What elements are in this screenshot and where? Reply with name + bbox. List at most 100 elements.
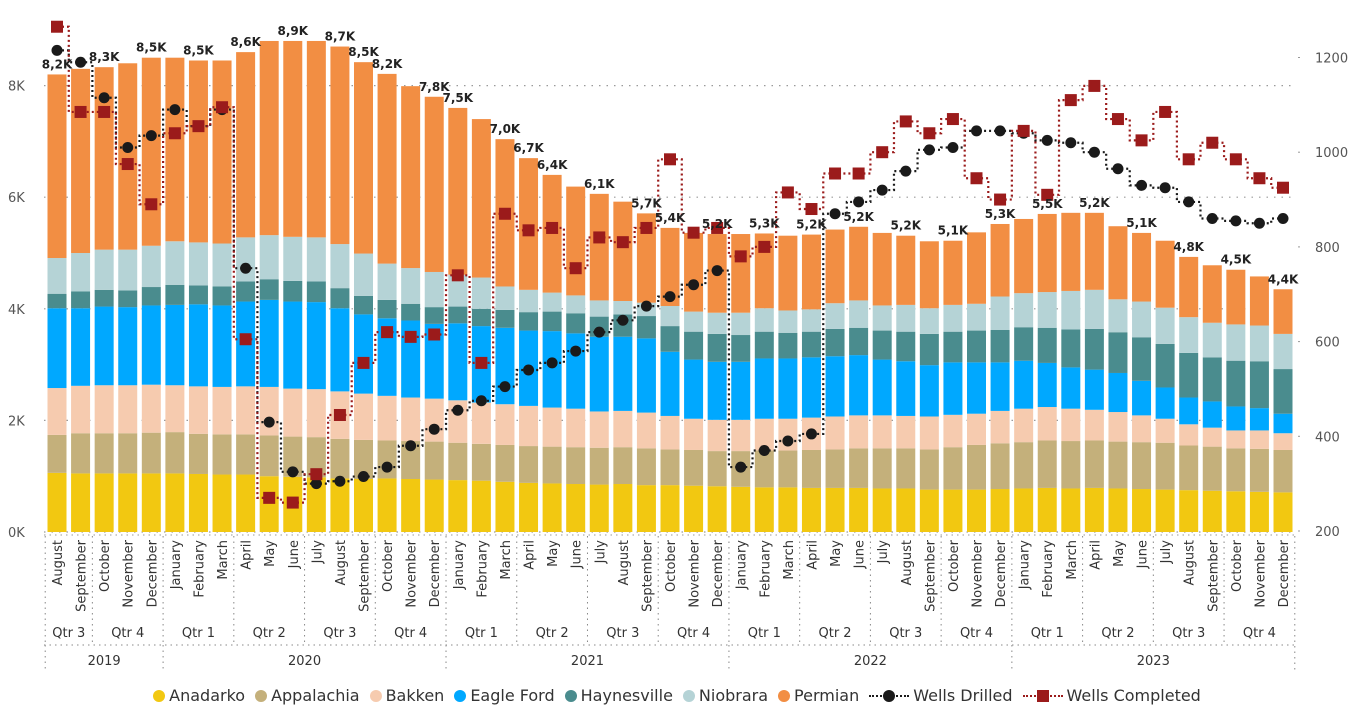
marker-wells-drilled — [1088, 146, 1100, 158]
legend-item-permian[interactable]: Permian — [778, 686, 859, 705]
month-label: July — [593, 540, 608, 565]
bar-segment-bakken — [94, 385, 114, 434]
bar-segment-anadarko — [636, 485, 656, 532]
bar-segment-niobrara — [825, 303, 845, 329]
legend-item-anadarko[interactable]: Anadarko — [153, 686, 245, 705]
bar-segment-appalachia — [354, 439, 373, 479]
month-label: August — [1183, 540, 1198, 586]
bar-segment-haynesville — [731, 335, 751, 362]
bar-segment-eagle-ford — [141, 305, 161, 385]
marker-wells-completed — [522, 224, 535, 237]
marker-wells-completed — [1064, 94, 1077, 107]
bar-segment-permian — [1179, 256, 1199, 318]
marker-wells-completed — [263, 491, 276, 504]
bar-segment-bakken — [212, 386, 232, 435]
marker-wells-drilled — [263, 416, 275, 428]
legend-label: Wells Drilled — [913, 686, 1013, 705]
bar-segment-bakken — [919, 416, 939, 450]
year-label: 2021 — [571, 654, 604, 669]
marker-wells-drilled — [1041, 134, 1053, 146]
bar-segment-haynesville — [778, 332, 798, 359]
bar-segment-anadarko — [401, 478, 421, 532]
total-label: 4,5K — [1221, 253, 1252, 267]
marker-wells-drilled — [1277, 212, 1289, 224]
marker-wells-completed — [1253, 172, 1266, 185]
bar-segment-haynesville — [354, 295, 373, 315]
bar-segment-appalachia — [801, 449, 821, 488]
bar-segment-haynesville — [212, 286, 232, 306]
bar-segment-eagle-ford — [566, 333, 586, 409]
bar-segment-haynesville — [872, 330, 892, 360]
year-label: 2019 — [88, 654, 121, 669]
stacked-bars — [47, 40, 1293, 532]
month-label: October — [1230, 539, 1245, 592]
legend-item-wells-drilled[interactable]: Wells Drilled — [869, 686, 1013, 705]
legend-item-bakken[interactable]: Bakken — [369, 686, 444, 705]
bar-segment-appalachia — [377, 440, 397, 479]
bar-segment-bakken — [141, 384, 161, 433]
bar-segment-bakken — [825, 416, 845, 450]
bar-segment-bakken — [896, 415, 916, 449]
bar-segment-haynesville — [542, 311, 562, 332]
bar-segment-bakken — [731, 419, 751, 452]
bar-segment-niobrara — [1155, 307, 1175, 344]
bar-segment-appalachia — [1155, 442, 1175, 490]
bar-segment-anadarko — [495, 481, 515, 532]
bar-segment-appalachia — [71, 433, 91, 474]
quarter-label: Qtr 4 — [1243, 626, 1276, 641]
month-label: February — [192, 540, 207, 598]
y-right-tick-label: 400 — [1315, 430, 1340, 445]
bar-segment-eagle-ford — [636, 338, 656, 413]
bar-segment-bakken — [754, 418, 774, 451]
bar-segment-anadarko — [1249, 491, 1269, 532]
marker-wells-drilled — [1206, 212, 1218, 224]
marker-wells-drilled — [523, 364, 535, 376]
bar-segment-haynesville — [636, 316, 656, 339]
bar-segment-bakken — [354, 393, 373, 440]
month-label: September — [640, 539, 655, 612]
bar-segment-niobrara — [306, 237, 326, 282]
month-label: August — [900, 540, 915, 586]
total-label: 6,4K — [537, 158, 568, 172]
bar-segment-permian — [1155, 240, 1175, 308]
marker-wells-completed — [687, 226, 700, 239]
bar-segment-anadarko — [424, 479, 444, 532]
bar-segment-anadarko — [849, 487, 869, 532]
legend-item-wells-completed[interactable]: Wells Completed — [1022, 686, 1201, 705]
bar-segment-appalachia — [967, 444, 986, 490]
legend-item-niobrara[interactable]: Niobrara — [682, 686, 768, 705]
bar-segment-niobrara — [589, 300, 609, 317]
bar-segment-permian — [448, 107, 468, 275]
legend-swatch-icon — [153, 689, 166, 702]
bar-segment-appalachia — [236, 434, 256, 475]
month-label: July — [310, 540, 325, 565]
month-label: March — [782, 540, 797, 580]
month-label: May — [263, 540, 278, 567]
bar-segment-anadarko — [707, 486, 727, 532]
total-label: 5,3K — [749, 216, 780, 230]
marker-wells-drilled — [853, 196, 865, 208]
bar-segment-appalachia — [424, 441, 444, 480]
bar-segment-anadarko — [448, 480, 468, 532]
legend-item-eagle-ford[interactable]: Eagle Ford — [454, 686, 555, 705]
marker-wells-completed — [428, 328, 441, 341]
bar-segment-eagle-ford — [306, 302, 326, 390]
total-label: 7,5K — [443, 91, 474, 105]
bar-segment-permian — [849, 226, 869, 301]
bar-segment-niobrara — [47, 258, 67, 294]
marker-wells-completed — [1111, 113, 1124, 126]
bar-segment-eagle-ford — [1249, 408, 1269, 431]
total-label: 8,6K — [230, 35, 261, 49]
bar-segment-haynesville — [1061, 329, 1081, 368]
bar-segment-appalachia — [141, 432, 161, 474]
bar-segment-appalachia — [1273, 449, 1293, 493]
legend-item-haynesville[interactable]: Haynesville — [564, 686, 673, 705]
bar-segment-anadarko — [778, 487, 798, 532]
marker-wells-completed — [286, 496, 299, 509]
bar-segment-anadarko — [71, 473, 91, 532]
legend-item-appalachia[interactable]: Appalachia — [255, 686, 360, 705]
bar-segment-appalachia — [212, 434, 232, 475]
total-label: 5,2K — [702, 217, 733, 231]
bar-segment-anadarko — [896, 488, 916, 532]
legend-swatch-icon — [564, 689, 577, 702]
